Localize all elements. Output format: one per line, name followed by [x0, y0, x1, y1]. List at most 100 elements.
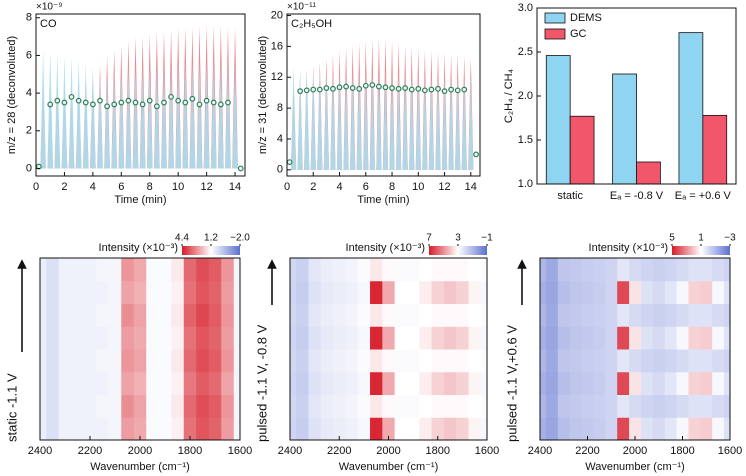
heatmap-cell	[296, 394, 309, 418]
heatmap-cell	[480, 371, 487, 395]
heatmap-cell	[605, 394, 618, 418]
heatmap-cell	[345, 326, 359, 350]
heatmap-cell	[208, 417, 222, 440]
heatmap-cell	[370, 417, 383, 440]
heatmap-cell	[724, 326, 730, 350]
heatmap-cell	[700, 258, 713, 282]
heatmap-cell	[370, 326, 383, 350]
x-tick-label: 14	[465, 181, 477, 193]
x-tick-label: 6	[118, 181, 124, 193]
x-tick-label: 0	[33, 181, 39, 193]
heatmap-cell	[308, 417, 322, 440]
heatmap-cell	[296, 417, 309, 440]
heatmap-cell	[640, 394, 654, 418]
marker	[286, 159, 293, 166]
heatmap-cell	[133, 326, 147, 350]
marker	[161, 99, 167, 106]
pulse-spike	[290, 65, 297, 170]
pulse-spike	[395, 73, 402, 170]
marker	[146, 97, 153, 104]
x-tick-label: Eₐ = +0.6 V	[675, 190, 732, 202]
pulse-spike	[97, 76, 103, 169]
pulse-spike	[389, 73, 395, 170]
pulse-spike	[448, 76, 454, 170]
pulse-spike	[68, 57, 75, 169]
heatmap-cell	[431, 417, 445, 440]
heatmap-cell	[700, 349, 713, 373]
heatmap-cell	[71, 394, 85, 418]
heatmap-cell	[357, 371, 371, 395]
heatmap-cell	[593, 349, 606, 373]
axis-scale: ×10⁻⁹	[36, 2, 63, 13]
heatmap-cell	[419, 417, 433, 440]
heatmap-cell	[96, 303, 110, 327]
heatmap-cell	[46, 394, 60, 418]
marker	[203, 97, 210, 104]
pulse-spike	[330, 72, 336, 170]
heatmap-cell	[557, 303, 571, 327]
x-tick-label: 2200	[78, 445, 102, 457]
bar	[678, 32, 704, 185]
legend-label: DEMS	[570, 12, 602, 24]
heatmap-cell	[370, 371, 383, 395]
heatmap-cell	[456, 258, 470, 282]
marker	[132, 99, 139, 106]
heatmap-cell	[468, 326, 482, 350]
heatmap-cell	[320, 349, 334, 373]
pulse-spike	[154, 64, 160, 169]
heatmap-cell	[158, 394, 172, 418]
heatmap-cell	[71, 371, 85, 395]
heatmap-cell	[569, 326, 583, 350]
heatmap-cell	[676, 258, 689, 282]
heatmap-cell	[419, 394, 433, 418]
heatmap-cell	[370, 394, 383, 418]
heatmap-cell	[158, 280, 172, 304]
heatmap-cell	[345, 303, 359, 327]
pulse-spike	[336, 73, 343, 170]
heatmap-cell	[133, 417, 147, 440]
heatmap-cell	[320, 326, 334, 350]
heatmap-cell	[233, 280, 240, 304]
marker	[303, 87, 310, 94]
heatmap-cell	[569, 417, 583, 440]
heatmap-cell	[712, 417, 725, 440]
heatmap-cell	[357, 303, 371, 327]
heatmap-cell	[480, 326, 487, 350]
pulse-spike	[40, 49, 46, 169]
heatmap-cell	[431, 349, 445, 373]
heatmap-cell	[394, 326, 408, 350]
heatmap-cell	[394, 349, 408, 373]
heatmap-cell	[664, 371, 678, 395]
x-tick-label: 2400	[28, 445, 52, 457]
x-axis-label: Time (min)	[114, 194, 166, 206]
heatmap-cell	[700, 303, 713, 327]
heatmap-cell	[431, 326, 445, 350]
heatmap-cell	[221, 417, 235, 440]
colorbar-label: Intensity (×10⁻³)	[589, 242, 668, 254]
heatmap-cell	[382, 417, 396, 440]
heatmap-cell	[394, 417, 408, 440]
pulse-spike	[317, 71, 323, 170]
marker	[237, 165, 244, 172]
heatmap-cell	[71, 258, 85, 282]
pulse-spike	[132, 68, 139, 169]
bar	[612, 73, 637, 185]
x-tick-label: 4	[90, 181, 96, 193]
plot-frame	[289, 257, 488, 441]
heatmap-cell	[676, 417, 689, 440]
marker	[82, 99, 89, 106]
pulse-spike	[203, 61, 210, 169]
heatmap-cell	[146, 371, 160, 395]
heatmap-cell	[108, 394, 122, 418]
heatmap-cell	[40, 371, 47, 395]
marker	[369, 82, 376, 88]
pulse-spike	[225, 61, 231, 169]
heatmap-cell	[480, 280, 487, 304]
heatmap-cell	[345, 280, 359, 304]
heatmap-cell	[640, 371, 654, 395]
heatmap-cell	[652, 303, 666, 327]
colorbar-tick-label: −1	[481, 233, 493, 244]
heatmap-cell	[208, 258, 222, 282]
heatmap-cell	[208, 280, 222, 304]
heatmap-cell	[456, 303, 470, 327]
